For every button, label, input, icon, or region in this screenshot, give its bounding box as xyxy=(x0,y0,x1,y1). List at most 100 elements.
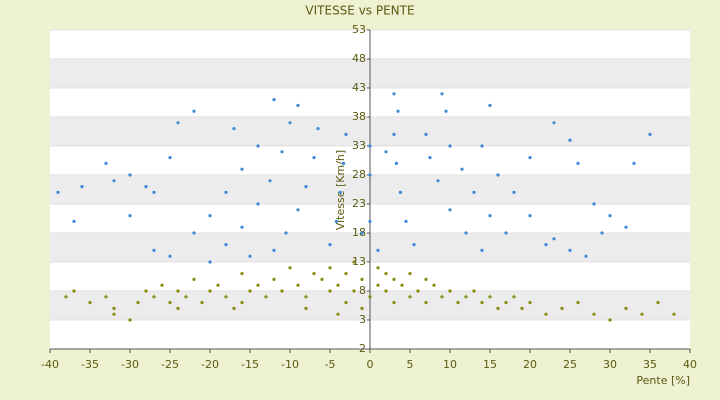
point xyxy=(284,231,288,235)
point xyxy=(544,243,548,247)
point xyxy=(444,109,448,113)
x-tick-label: 25 xyxy=(563,358,577,371)
point xyxy=(208,214,212,218)
point xyxy=(496,306,500,310)
point xyxy=(128,214,132,218)
point xyxy=(176,289,180,293)
point xyxy=(512,190,516,194)
point xyxy=(304,295,308,299)
point xyxy=(432,283,436,287)
point xyxy=(376,248,380,252)
point xyxy=(328,243,332,247)
point xyxy=(552,121,556,125)
point xyxy=(360,306,364,310)
point xyxy=(240,301,244,305)
point xyxy=(72,219,76,223)
point xyxy=(360,231,364,235)
point xyxy=(640,312,644,316)
point xyxy=(404,219,408,223)
point xyxy=(648,132,652,136)
x-tick-label: -30 xyxy=(121,358,139,371)
point xyxy=(412,243,416,247)
point xyxy=(428,156,432,160)
point xyxy=(152,248,156,252)
point xyxy=(608,214,612,218)
point xyxy=(272,248,276,252)
point xyxy=(376,266,380,270)
point xyxy=(448,208,452,212)
point xyxy=(592,312,596,316)
point xyxy=(504,301,508,305)
y-tick-label: 3 xyxy=(359,313,366,326)
point xyxy=(424,132,428,136)
point xyxy=(336,283,340,287)
point xyxy=(256,202,260,206)
point xyxy=(152,295,156,299)
x-tick-label: -35 xyxy=(81,358,99,371)
point xyxy=(344,272,348,276)
point xyxy=(56,190,60,194)
point xyxy=(168,156,172,160)
x-tick-label: 0 xyxy=(367,358,374,371)
point xyxy=(328,289,332,293)
point xyxy=(440,92,444,96)
point xyxy=(488,103,492,107)
point xyxy=(488,295,492,299)
point xyxy=(392,301,396,305)
point xyxy=(336,312,340,316)
point xyxy=(136,301,140,305)
point xyxy=(416,289,420,293)
y-tick-label: 53 xyxy=(352,23,366,36)
point xyxy=(334,219,338,223)
point xyxy=(456,301,460,305)
point xyxy=(192,231,196,235)
point xyxy=(224,190,228,194)
point xyxy=(320,277,324,281)
point xyxy=(424,301,428,305)
x-tick-label: 15 xyxy=(483,358,497,371)
point xyxy=(398,190,402,194)
point xyxy=(394,161,398,165)
point xyxy=(624,306,628,310)
point xyxy=(304,306,308,310)
point xyxy=(576,161,580,165)
point xyxy=(272,277,276,281)
point xyxy=(528,156,532,160)
point xyxy=(576,301,580,305)
point xyxy=(216,283,220,287)
point xyxy=(104,161,108,165)
x-tick-label: 30 xyxy=(603,358,617,371)
point xyxy=(240,272,244,276)
point xyxy=(312,156,316,160)
point xyxy=(80,185,84,189)
point xyxy=(352,260,356,264)
y-tick-label: 23 xyxy=(352,197,366,210)
point xyxy=(104,295,108,299)
y-tick-label: 18 xyxy=(352,226,366,239)
point xyxy=(176,306,180,310)
y-tick-label: 8 xyxy=(359,284,366,297)
x-tick-label: -10 xyxy=(281,358,299,371)
point xyxy=(600,231,604,235)
point xyxy=(224,243,228,247)
point xyxy=(368,295,372,299)
x-tick-label: -20 xyxy=(201,358,219,371)
point xyxy=(480,144,484,148)
point xyxy=(280,289,284,293)
point xyxy=(360,277,364,281)
point xyxy=(268,179,272,183)
point xyxy=(256,144,260,148)
point xyxy=(408,272,412,276)
point xyxy=(436,179,440,183)
y-tick-label: 33 xyxy=(352,139,366,152)
point xyxy=(256,283,260,287)
point xyxy=(296,103,300,107)
point xyxy=(288,121,292,125)
point xyxy=(296,283,300,287)
point xyxy=(152,190,156,194)
point xyxy=(480,248,484,252)
point xyxy=(352,289,356,293)
y-tick-label: 48 xyxy=(352,52,366,65)
point xyxy=(344,132,348,136)
